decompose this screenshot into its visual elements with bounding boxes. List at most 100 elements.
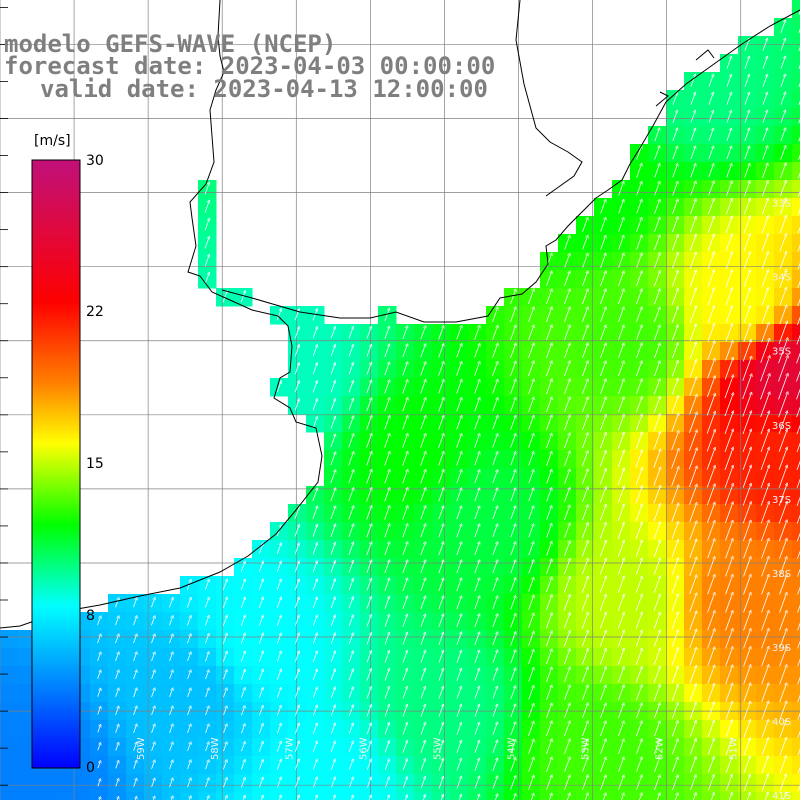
lat-label: 36S: [772, 421, 791, 432]
colorbar-tick-8: 8: [86, 608, 95, 624]
wind-cell: [162, 792, 181, 800]
wind-cell: [18, 774, 37, 793]
wind-cell: [792, 396, 800, 415]
wind-cell: [504, 792, 523, 800]
colorbar: [31, 159, 81, 769]
wind-cell: [36, 774, 55, 793]
wind-cell: [72, 792, 91, 800]
colorbar-gradient: [31, 159, 81, 769]
wind-cell: [486, 792, 505, 800]
wind-cell: [0, 666, 19, 685]
wind-cell: [0, 684, 19, 703]
lat-label: 33S: [772, 199, 791, 210]
wind-cell: [18, 792, 37, 800]
wind-cell: [792, 612, 800, 631]
wind-cell: [306, 792, 325, 800]
wind-cell: [0, 630, 19, 649]
wind-cell: [144, 792, 163, 800]
wind-cell: [792, 36, 800, 55]
wind-cell: [648, 792, 667, 800]
lon-label: 53W: [581, 737, 592, 760]
lon-label: 59W: [136, 737, 147, 760]
wind-cell: [576, 792, 595, 800]
lon-label: 55W: [432, 737, 443, 760]
wind-cell: [0, 720, 19, 739]
wind-cell: [792, 648, 800, 667]
wind-cell: [792, 108, 800, 127]
wind-cell: [558, 792, 577, 800]
wind-cell: [612, 792, 631, 800]
wind-cell: [630, 792, 649, 800]
colorbar-tick-0: 0: [86, 760, 95, 776]
wind-cell: [270, 792, 289, 800]
wind-cell: [792, 234, 800, 253]
wind-cell: [0, 792, 19, 800]
colorbar-tick-22: 22: [86, 304, 104, 320]
lon-label: 58W: [210, 737, 221, 760]
lon-label: 52W: [655, 737, 666, 760]
wind-cell: [108, 792, 127, 800]
wind-cell: [792, 666, 800, 685]
wind-cell: [234, 792, 253, 800]
wind-cell: [324, 792, 343, 800]
wind-cell: [792, 270, 800, 289]
wind-cell: [792, 630, 800, 649]
wind-cell: [792, 558, 800, 577]
wind-cell: [540, 792, 559, 800]
wind-cell: [684, 792, 703, 800]
wind-cell: [396, 792, 415, 800]
wind-cell: [792, 162, 800, 181]
wind-cell: [72, 774, 91, 793]
wind-cell: [288, 792, 307, 800]
wind-cell: [792, 468, 800, 487]
wind-cell: [0, 774, 19, 793]
lon-label: 56W: [358, 737, 369, 760]
wind-cell: [792, 90, 800, 109]
lon-label: 51W: [729, 737, 740, 760]
wind-cell: [792, 792, 800, 800]
wind-cell: [792, 252, 800, 271]
wind-cell: [198, 792, 217, 800]
wind-cell: [0, 756, 19, 775]
wind-cell: [792, 54, 800, 73]
wind-cell: [792, 576, 800, 595]
lon-label: 54W: [507, 737, 518, 760]
wind-cell: [702, 792, 721, 800]
wind-cell: [792, 216, 800, 235]
wind-cell: [0, 738, 19, 757]
lat-label: 37S: [772, 495, 791, 506]
wind-cell: [180, 792, 199, 800]
wind-cell: [378, 792, 397, 800]
lat-label: 39S: [772, 643, 791, 654]
wind-cell: [792, 720, 800, 739]
lat-label: 41S: [772, 791, 791, 800]
colorbar-tick-15: 15: [86, 456, 104, 472]
lat-label: 38S: [772, 569, 791, 580]
wind-cell: [792, 450, 800, 469]
wind-cell: [792, 414, 800, 433]
wind-cell: [792, 522, 800, 541]
wind-cell: [792, 144, 800, 163]
wind-cell: [414, 792, 433, 800]
wind-cell: [792, 360, 800, 379]
wind-cell: [342, 792, 361, 800]
wind-cell: [792, 378, 800, 397]
wind-cell: [54, 774, 73, 793]
wind-cell: [792, 72, 800, 91]
wind-cell: [720, 792, 739, 800]
lat-label: 35S: [772, 347, 791, 358]
wind-cell: [792, 324, 800, 343]
wind-cell: [792, 126, 800, 145]
wind-cell: [792, 18, 800, 37]
wind-cell: [450, 792, 469, 800]
wind-cell: [0, 648, 19, 667]
wind-cell: [792, 594, 800, 613]
colorbar-unit: [m/s]: [34, 133, 71, 149]
colorbar-tick-30: 30: [86, 153, 104, 169]
wind-cell: [792, 306, 800, 325]
wind-cell: [360, 792, 379, 800]
wind-cell: [216, 792, 235, 800]
